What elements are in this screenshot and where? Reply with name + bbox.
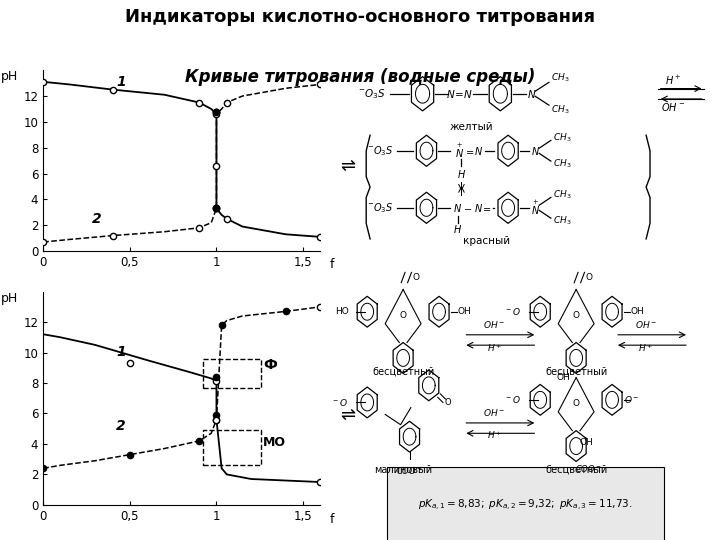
Text: OH: OH [631, 307, 644, 316]
Text: бесцветный: бесцветный [372, 366, 434, 376]
Text: $^-O$: $^-O$ [504, 306, 521, 317]
Text: $pK_{a,1} = 8{,}83;\; pK_{a,2} = 9{,}32;\; pK_{a,3} = 11{,}73.$: $pK_{a,1} = 8{,}83;\; pK_{a,2} = 9{,}32;… [418, 498, 633, 514]
Y-axis label: pH: pH [1, 70, 19, 83]
Text: малиновый: малиновый [374, 464, 432, 475]
Text: $\overset{+}{N}$: $\overset{+}{N}$ [531, 198, 540, 217]
Text: МО: МО [264, 436, 287, 449]
Text: OH: OH [580, 438, 593, 447]
Text: $H^+$: $H^+$ [487, 342, 502, 354]
Text: 1: 1 [116, 75, 125, 89]
Text: O: O [400, 310, 407, 320]
Text: $N$: $N$ [474, 145, 483, 157]
Text: $^{-}O_3S$: $^{-}O_3S$ [358, 87, 386, 100]
X-axis label: f: f [329, 258, 334, 271]
Text: O: O [585, 273, 593, 282]
Text: $OH^-$: $OH^-$ [661, 100, 685, 113]
Text: желтый: желтый [449, 123, 493, 132]
Text: $O^-$: $O^-$ [624, 394, 639, 406]
Text: 1: 1 [116, 345, 125, 359]
Text: бесцветный: бесцветный [545, 366, 607, 376]
Text: $N$: $N$ [453, 202, 462, 214]
Text: O: O [572, 310, 580, 320]
Text: Ф: Ф [264, 357, 277, 372]
Text: $OH^-$: $OH^-$ [483, 319, 505, 330]
Text: $CH_3$: $CH_3$ [553, 214, 572, 227]
Text: $^-O$: $^-O$ [331, 397, 348, 408]
Text: $N$: $N$ [531, 145, 540, 157]
Text: $H^+$: $H^+$ [665, 74, 682, 87]
Text: $OH^-$: $OH^-$ [483, 407, 505, 418]
Text: OH: OH [458, 307, 472, 316]
Text: $CH_3$: $CH_3$ [553, 188, 572, 201]
Text: $COO^-$: $COO^-$ [396, 465, 423, 476]
Text: $H$: $H$ [453, 222, 462, 234]
Text: 2: 2 [91, 212, 102, 226]
Text: бесцветный: бесцветный [545, 464, 607, 475]
Text: $CH_3$: $CH_3$ [553, 132, 572, 144]
X-axis label: f: f [329, 514, 334, 526]
Text: красный: красный [463, 237, 510, 246]
Text: $\rightleftharpoons$: $\rightleftharpoons$ [337, 406, 356, 424]
Text: $N\!=\!N$: $N\!=\!N$ [446, 87, 473, 100]
Text: $N$: $N$ [527, 87, 536, 100]
Text: $H$: $H$ [457, 168, 466, 180]
Text: $^{-}O_3S$: $^{-}O_3S$ [367, 201, 393, 215]
Text: $CH_3$: $CH_3$ [553, 158, 572, 170]
Text: O: O [572, 399, 580, 408]
Text: OH: OH [557, 373, 570, 382]
Y-axis label: pH: pH [1, 292, 19, 305]
Text: $OH^-$: $OH^-$ [635, 319, 657, 330]
Text: O: O [413, 273, 420, 282]
Text: $=$: $=$ [464, 146, 474, 156]
Text: $^-O$: $^-O$ [504, 394, 521, 406]
Text: $N$: $N$ [474, 202, 482, 214]
Text: $^{-}O_3S$: $^{-}O_3S$ [367, 144, 393, 158]
Text: $CH_3$: $CH_3$ [551, 72, 570, 84]
Text: $H^+$: $H^+$ [639, 342, 654, 354]
Text: $COO^-$: $COO^-$ [575, 463, 603, 474]
Text: Индикаторы кислотно-основного титрования: Индикаторы кислотно-основного титрования [125, 8, 595, 26]
Text: $\rightleftharpoons$: $\rightleftharpoons$ [337, 157, 356, 176]
Text: Кривые титрования (водные среды): Кривые титрования (водные среды) [185, 68, 535, 85]
Text: O: O [445, 398, 451, 407]
Text: 2: 2 [116, 419, 125, 433]
Text: $H^+$: $H^+$ [487, 429, 502, 441]
Text: $CH_3$: $CH_3$ [551, 103, 570, 116]
Text: $-$: $-$ [464, 203, 472, 213]
Text: HO: HO [336, 307, 349, 316]
Text: $=$: $=$ [481, 203, 492, 213]
Text: $\overset{+}{N}$: $\overset{+}{N}$ [455, 141, 464, 160]
